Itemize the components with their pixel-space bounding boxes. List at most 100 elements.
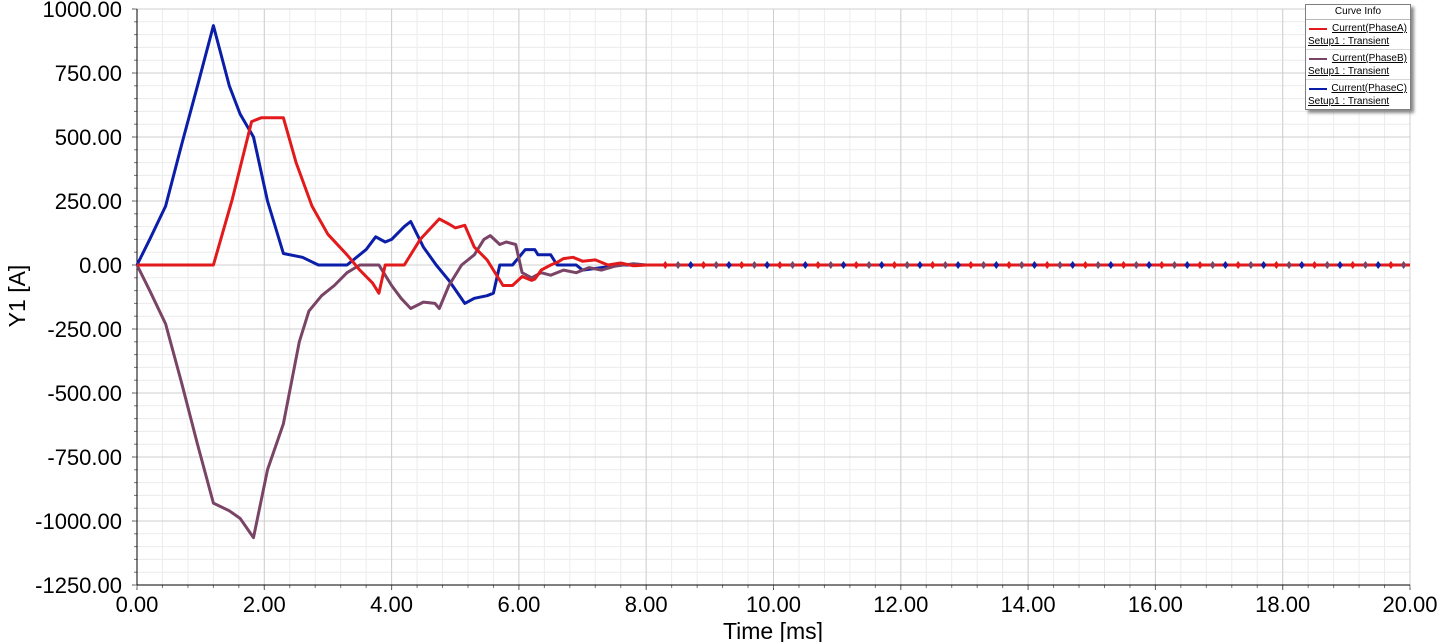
legend[interactable]: Curve Info Current(PhaseA) Setup1 : Tran…: [1305, 4, 1411, 110]
series-marker: [904, 261, 911, 269]
series-marker: [1387, 261, 1394, 269]
y-tick-label: 250.00: [55, 189, 122, 214]
y-tick-label: -1000.00: [35, 509, 122, 534]
x-tick-label: 4.00: [370, 592, 413, 617]
series-marker: [878, 261, 885, 269]
series-marker: [764, 261, 771, 269]
series-marker: [1349, 261, 1356, 269]
legend-series-setup: Setup1 : Transient: [1308, 96, 1390, 107]
series-marker: [1196, 261, 1203, 269]
series-marker: [789, 261, 796, 269]
legend-item-phase-b[interactable]: Current(PhaseB) Setup1 : Transient: [1306, 50, 1410, 80]
series-marker: [865, 261, 872, 269]
series-marker: [840, 261, 847, 269]
series-marker: [891, 261, 898, 269]
y-tick-label: -750.00: [47, 445, 122, 470]
legend-item-phase-c[interactable]: Current(PhaseC) Setup1 : Transient: [1306, 80, 1410, 109]
series-marker: [993, 261, 1000, 269]
series-marker: [980, 261, 987, 269]
legend-series-setup: Setup1 : Transient: [1308, 36, 1390, 47]
series-marker: [916, 261, 923, 269]
series-marker: [700, 261, 707, 269]
x-tick-label: 12.00: [873, 592, 928, 617]
y-tick-label: 1000.00: [42, 0, 122, 22]
legend-swatch-phase-c: [1309, 88, 1327, 90]
series-marker: [1209, 261, 1216, 269]
series-marker: [1044, 261, 1051, 269]
x-tick-label: 0.00: [116, 592, 159, 617]
series-marker: [1184, 261, 1191, 269]
y-tick-label: -1250.00: [35, 573, 122, 598]
series-marker: [1069, 261, 1076, 269]
series-marker: [1158, 261, 1165, 269]
series-marker: [1171, 261, 1178, 269]
legend-swatch-phase-a: [1309, 28, 1327, 30]
series-marker: [713, 261, 720, 269]
y-axis-title: Y1 [A]: [4, 265, 30, 328]
series-marker: [1120, 261, 1127, 269]
series-marker: [1031, 261, 1038, 269]
series-line-phase-b: [135, 234, 1410, 540]
legend-series-setup: Setup1 : Transient: [1308, 66, 1390, 77]
series-marker: [675, 261, 682, 269]
series-line-phase-c: [135, 24, 1410, 305]
legend-series-name: Current(PhaseC): [1331, 83, 1407, 94]
series-marker: [815, 261, 822, 269]
x-tick-label: 2.00: [243, 592, 286, 617]
series-marker: [967, 261, 974, 269]
legend-title: Curve Info: [1306, 5, 1410, 20]
series-marker: [1273, 261, 1280, 269]
y-tick-label: 500.00: [55, 125, 122, 150]
series-marker: [1286, 261, 1293, 269]
series-marker: [1336, 261, 1343, 269]
series-marker: [1006, 261, 1013, 269]
series-marker: [827, 261, 834, 269]
series-marker: [1095, 261, 1102, 269]
series-marker: [1324, 261, 1331, 269]
series-marker: [725, 261, 732, 269]
series-marker: [687, 261, 694, 269]
legend-series-name: Current(PhaseB): [1331, 53, 1407, 64]
series-marker: [1362, 261, 1369, 269]
x-tick-label: 18.00: [1255, 592, 1310, 617]
series-marker: [1260, 261, 1267, 269]
x-tick-label: 10.00: [746, 592, 801, 617]
series-marker: [1107, 261, 1114, 269]
x-axis-title: Time [ms]: [723, 618, 823, 642]
series-marker: [1222, 261, 1229, 269]
legend-series-name: Current(PhaseA): [1331, 23, 1407, 34]
series-marker: [853, 261, 860, 269]
y-tick-label: -250.00: [47, 317, 122, 342]
series-marker: [1311, 261, 1318, 269]
series-marker: [1133, 261, 1140, 269]
series-marker: [1375, 261, 1382, 269]
series-marker: [1056, 261, 1063, 269]
legend-swatch-phase-b: [1309, 58, 1327, 60]
y-tick-label: 0.00: [79, 253, 122, 278]
series-marker: [1146, 261, 1153, 269]
series-marker: [1018, 261, 1025, 269]
series-marker: [929, 261, 936, 269]
series-marker: [802, 261, 809, 269]
series-marker: [738, 261, 745, 269]
series-marker: [776, 261, 783, 269]
x-tick-label: 16.00: [1128, 592, 1183, 617]
series-marker: [662, 261, 669, 269]
x-tick-label: 20.00: [1382, 592, 1437, 617]
x-tick-label: 14.00: [1001, 592, 1056, 617]
series-marker: [1247, 261, 1254, 269]
series-line-phase-a: [137, 116, 1410, 295]
legend-item-phase-a[interactable]: Current(PhaseA) Setup1 : Transient: [1306, 20, 1410, 50]
series-marker: [1298, 261, 1305, 269]
series-marker: [751, 261, 758, 269]
series-marker: [942, 261, 949, 269]
series-marker: [1400, 261, 1407, 269]
x-tick-label: 8.00: [625, 592, 668, 617]
series-marker: [955, 261, 962, 269]
series-marker: [1082, 261, 1089, 269]
x-tick-label: 6.00: [497, 592, 540, 617]
series-marker: [1235, 261, 1242, 269]
y-tick-label: 750.00: [55, 61, 122, 86]
y-tick-label: -500.00: [47, 381, 122, 406]
